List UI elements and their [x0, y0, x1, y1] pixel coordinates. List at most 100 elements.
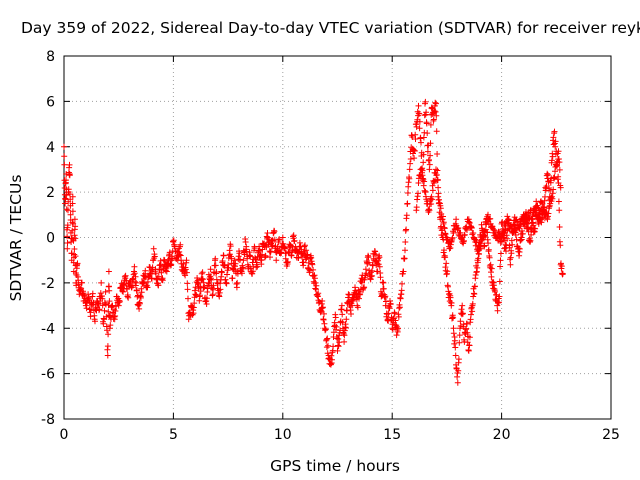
data-point	[231, 257, 238, 264]
data-point	[379, 279, 386, 286]
data-point	[529, 219, 536, 226]
data-point	[454, 379, 461, 386]
data-point	[497, 250, 504, 257]
data-point	[497, 257, 504, 264]
data-point	[557, 242, 564, 249]
data-point	[440, 219, 447, 226]
data-point	[455, 356, 462, 363]
data-point	[361, 284, 368, 291]
data-point	[234, 279, 241, 286]
y-axis-label: SDTVAR / TECUs	[7, 175, 25, 302]
data-point	[102, 288, 109, 295]
data-point	[256, 243, 263, 250]
data-point	[556, 207, 563, 214]
data-point	[322, 326, 329, 333]
data-point	[290, 232, 297, 239]
data-point	[550, 186, 557, 193]
data-point	[490, 226, 497, 233]
data-point	[446, 245, 453, 252]
data-point	[319, 298, 326, 304]
data-point	[416, 118, 423, 125]
data-point	[455, 225, 462, 231]
data-point	[431, 108, 438, 114]
data-point	[216, 289, 223, 296]
data-point	[99, 295, 106, 302]
data-point	[556, 224, 563, 230]
data-point	[365, 254, 372, 260]
data-point	[125, 294, 132, 301]
data-point	[303, 247, 310, 254]
data-point	[372, 248, 379, 255]
data-point	[131, 263, 138, 270]
data-point	[63, 177, 69, 184]
data-point	[183, 257, 190, 264]
data-point	[396, 304, 403, 311]
data-point	[122, 272, 129, 279]
data-point	[400, 268, 407, 275]
data-point	[451, 340, 458, 347]
data-point	[217, 280, 224, 287]
data-point	[502, 226, 509, 233]
data-point	[431, 178, 438, 185]
data-point	[349, 302, 356, 309]
data-point	[413, 123, 420, 130]
data-point	[107, 322, 114, 329]
data-point	[71, 216, 78, 223]
data-point	[380, 285, 387, 292]
data-point	[201, 283, 208, 290]
data-point	[455, 367, 462, 374]
data-point	[113, 303, 120, 310]
data-point	[69, 227, 76, 234]
data-point	[453, 216, 460, 223]
data-point	[550, 134, 557, 141]
data-point	[411, 148, 418, 154]
data-point	[369, 267, 376, 274]
data-point	[465, 347, 472, 354]
data-point	[464, 339, 471, 346]
data-point	[71, 246, 78, 252]
data-point	[527, 237, 534, 244]
data-point	[92, 318, 98, 325]
data-point	[422, 98, 429, 105]
data-point	[339, 311, 346, 318]
data-point	[106, 298, 113, 305]
data-point	[433, 128, 440, 135]
data-point	[61, 143, 67, 150]
data-point	[464, 329, 471, 336]
data-point	[227, 243, 234, 250]
data-point	[344, 307, 350, 314]
data-point	[69, 200, 76, 207]
y-tick-labels: -8 -6 -4 -2 0 2 4 6 8	[41, 49, 55, 428]
data-point	[356, 295, 362, 302]
data-point	[320, 316, 327, 323]
data-point	[64, 222, 71, 229]
data-point	[65, 186, 72, 193]
y-tick-label: 4	[46, 140, 55, 156]
data-point	[343, 316, 350, 323]
data-point	[426, 207, 433, 214]
data-point	[69, 193, 76, 200]
data-point	[452, 352, 459, 359]
data-point	[499, 235, 506, 242]
data-point	[515, 245, 522, 252]
data-point	[184, 280, 191, 287]
data-point	[401, 255, 408, 262]
data-point	[328, 352, 335, 359]
data-point	[546, 185, 552, 191]
data-point	[158, 269, 165, 276]
x-tick-label: 25	[602, 427, 620, 443]
data-point	[72, 253, 79, 260]
data-point	[509, 241, 516, 248]
data-point	[545, 210, 552, 217]
data-point	[423, 120, 430, 127]
data-point	[136, 300, 143, 307]
data-point	[365, 259, 372, 266]
data-point	[447, 294, 454, 301]
data-point	[501, 230, 508, 236]
data-point	[433, 166, 439, 173]
data-point	[64, 245, 71, 252]
data-point	[87, 313, 94, 320]
data-point	[325, 342, 331, 349]
data-point	[284, 258, 291, 265]
data-point	[103, 313, 110, 320]
